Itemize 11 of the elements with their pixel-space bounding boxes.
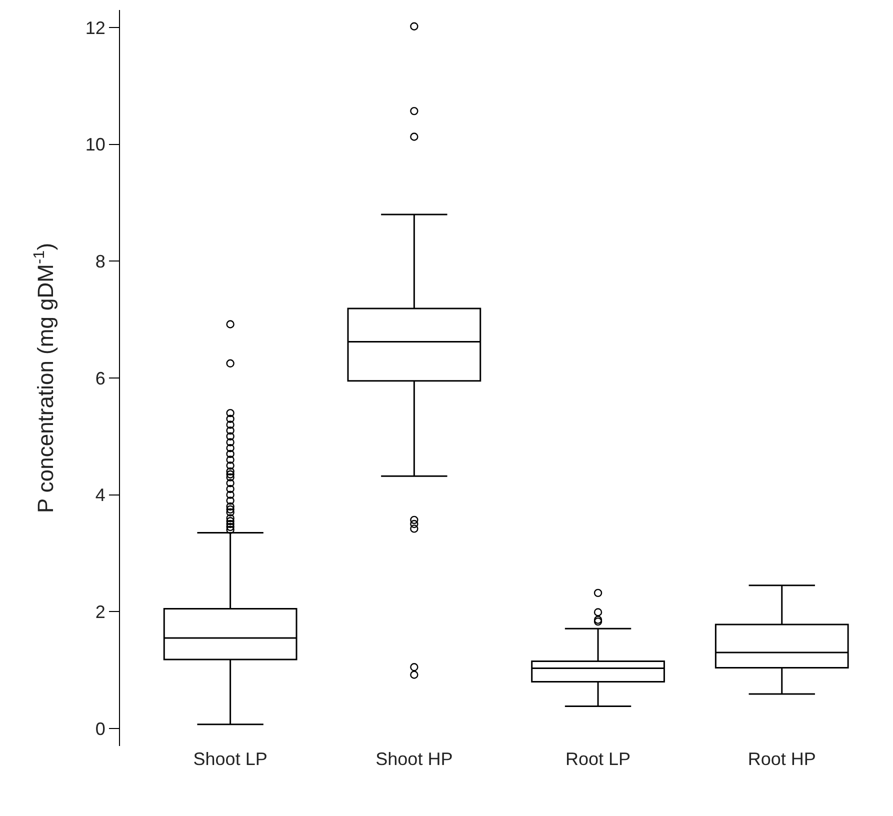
y-tick-label: 4 xyxy=(95,485,106,506)
x-tick-label: Shoot HP xyxy=(376,749,453,769)
y-tick-label: 6 xyxy=(95,368,106,388)
y-tick-label: 8 xyxy=(95,251,106,272)
y-tick-label: 2 xyxy=(95,602,106,622)
x-tick-label: Root HP xyxy=(748,749,816,769)
y-tick-label: 12 xyxy=(85,18,106,38)
y-tick-label: 10 xyxy=(85,134,106,155)
y-tick-label: 0 xyxy=(95,718,106,739)
x-tick-label: Shoot LP xyxy=(193,749,268,769)
x-tick-label: Root LP xyxy=(565,749,631,769)
